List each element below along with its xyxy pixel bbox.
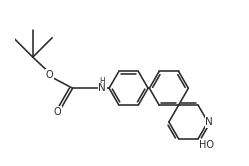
Text: HO: HO [199,140,214,150]
Text: O: O [54,107,62,117]
Text: N: N [98,83,106,93]
Text: O: O [45,70,53,80]
Text: N: N [205,117,213,127]
Text: H: H [99,77,105,86]
